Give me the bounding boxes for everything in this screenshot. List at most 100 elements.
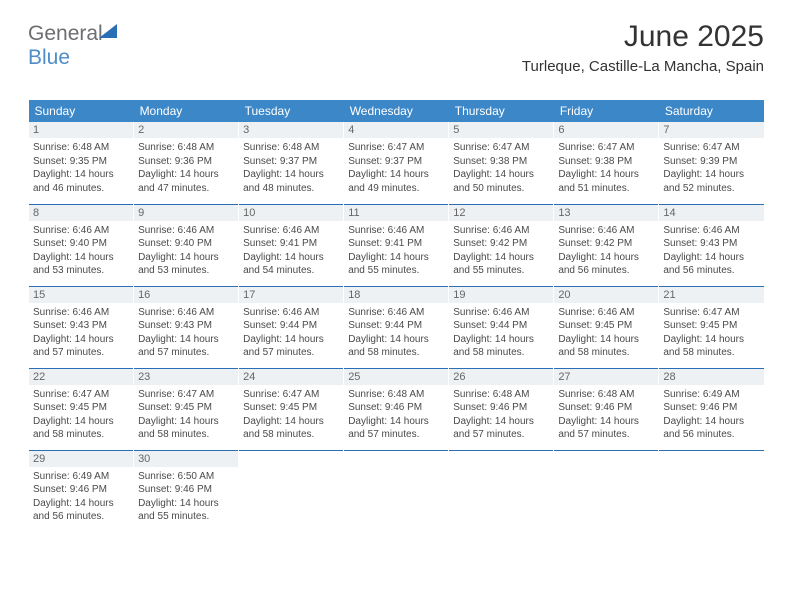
sunset-text: Sunset: 9:42 PM — [453, 237, 549, 251]
sunrise-text: Sunrise: 6:50 AM — [138, 470, 234, 484]
sunset-text: Sunset: 9:38 PM — [558, 155, 654, 169]
daylight-text: Daylight: 14 hours — [453, 168, 549, 182]
sunset-text: Sunset: 9:44 PM — [453, 319, 549, 333]
sunset-text: Sunset: 9:36 PM — [138, 155, 234, 169]
sunset-text: Sunset: 9:40 PM — [138, 237, 234, 251]
day-number: 23 — [134, 369, 238, 385]
weekday-header: Saturday — [659, 100, 764, 122]
sunset-text: Sunset: 9:44 PM — [243, 319, 339, 333]
daylight-text: Daylight: 14 hours — [243, 415, 339, 429]
daylight-text: Daylight: 14 hours — [138, 333, 234, 347]
daylight-text: Daylight: 14 hours — [243, 333, 339, 347]
brand-part1: General — [28, 22, 103, 45]
calendar-day-cell: 3Sunrise: 6:48 AMSunset: 9:37 PMDaylight… — [239, 122, 344, 204]
sunrise-text: Sunrise: 6:46 AM — [558, 224, 654, 238]
sunset-text: Sunset: 9:41 PM — [243, 237, 339, 251]
sunrise-text: Sunrise: 6:46 AM — [663, 224, 760, 238]
day-number: 29 — [29, 451, 133, 467]
sunset-text: Sunset: 9:43 PM — [138, 319, 234, 333]
calendar-day-cell: 17Sunrise: 6:46 AMSunset: 9:44 PMDayligh… — [239, 286, 344, 368]
day-number: 20 — [554, 287, 658, 303]
calendar-day-cell: 16 Sunrise: 6:46 AMSunset: 9:43 PMDayligh… — [134, 286, 239, 368]
day-number: 9 — [134, 205, 238, 221]
sunrise-text: Sunrise: 6:46 AM — [33, 224, 129, 238]
calendar-day-cell: 13Sunrise: 6:46 AMSunset: 9:42 PMDayligh… — [554, 204, 659, 286]
day-number: 10 — [239, 205, 343, 221]
daylight-text: Daylight: 14 hours — [663, 415, 760, 429]
daylight-text: and 55 minutes. — [348, 264, 444, 278]
calendar-day-cell: 19Sunrise: 6:46 AMSunset: 9:44 PMDayligh… — [449, 286, 554, 368]
sunset-text: Sunset: 9:46 PM — [348, 401, 444, 415]
calendar-day-cell: 23Sunrise: 6:47 AMSunset: 9:45 PMDayligh… — [134, 368, 239, 450]
day-number: 27 — [554, 369, 658, 385]
daylight-text: and 47 minutes. — [138, 182, 234, 196]
day-number: 22 — [29, 369, 133, 385]
sunset-text: Sunset: 9:46 PM — [558, 401, 654, 415]
sunset-text: Sunset: 9:45 PM — [558, 319, 654, 333]
sunset-text: Sunset: 9:43 PM — [33, 319, 129, 333]
weekday-header-row: Sunday Monday Tuesday Wednesday Thursday… — [29, 100, 765, 122]
sunrise-text: Sunrise: 6:46 AM — [348, 224, 444, 238]
daylight-text: Daylight: 14 hours — [453, 251, 549, 265]
calendar-day-cell: 29Sunrise: 6:49 AMSunset: 9:46 PMDayligh… — [29, 450, 134, 532]
sunrise-text: Sunrise: 6:46 AM — [348, 306, 444, 320]
month-title: June 2025 — [522, 20, 764, 54]
sunset-text: Sunset: 9:44 PM — [348, 319, 444, 333]
sunrise-text: Sunrise: 6:47 AM — [138, 388, 234, 402]
sunset-text: Sunset: 9:40 PM — [33, 237, 129, 251]
daylight-text: Daylight: 14 hours — [33, 497, 129, 511]
sunrise-text: Sunrise: 6:48 AM — [348, 388, 444, 402]
calendar-day-cell: 22Sunrise: 6:47 AMSunset: 9:45 PMDayligh… — [29, 368, 134, 450]
daylight-text: and 57 minutes. — [453, 428, 549, 442]
day-number: 1 — [29, 122, 133, 138]
daylight-text: and 50 minutes. — [453, 182, 549, 196]
day-number: 3 — [239, 122, 343, 138]
sunrise-text: Sunrise: 6:47 AM — [663, 306, 760, 320]
calendar-week-row: 8Sunrise: 6:46 AMSunset: 9:40 PMDaylight… — [29, 204, 765, 286]
daylight-text: and 58 minutes. — [558, 346, 654, 360]
calendar-day-cell: 20Sunrise: 6:46 AMSunset: 9:45 PMDayligh… — [554, 286, 659, 368]
calendar-day-cell: 27Sunrise: 6:48 AMSunset: 9:46 PMDayligh… — [554, 368, 659, 450]
daylight-text: and 52 minutes. — [663, 182, 760, 196]
sunset-text: Sunset: 9:39 PM — [663, 155, 760, 169]
weekday-header: Monday — [134, 100, 239, 122]
daylight-text: and 55 minutes. — [138, 510, 234, 524]
sunrise-text: Sunrise: 6:47 AM — [33, 388, 129, 402]
daylight-text: Daylight: 14 hours — [138, 497, 234, 511]
calendar-day-cell: 9Sunrise: 6:46 AMSunset: 9:40 PMDaylight… — [134, 204, 239, 286]
sunrise-text: Sunrise: 6:47 AM — [663, 141, 760, 155]
day-number: 18 — [344, 287, 448, 303]
calendar-day-cell: 4Sunrise: 6:47 AMSunset: 9:37 PMDaylight… — [344, 122, 449, 204]
calendar-day-cell: 11Sunrise: 6:46 AMSunset: 9:41 PMDayligh… — [344, 204, 449, 286]
sunrise-text: Sunrise: 6:46 AM — [138, 224, 234, 238]
daylight-text: and 56 minutes. — [558, 264, 654, 278]
daylight-text: and 57 minutes. — [558, 428, 654, 442]
day-number: 14 — [659, 205, 764, 221]
daylight-text: Daylight: 14 hours — [348, 333, 444, 347]
sunrise-text: Sunrise: 6:46 AM — [138, 306, 234, 320]
calendar-week-row: 1Sunrise: 6:48 AMSunset: 9:35 PMDaylight… — [29, 122, 765, 204]
daylight-text: Daylight: 14 hours — [558, 333, 654, 347]
daylight-text: Daylight: 14 hours — [558, 168, 654, 182]
calendar-day-cell: 30Sunrise: 6:50 AMSunset: 9:46 PMDayligh… — [134, 450, 239, 532]
sunrise-text: Sunrise: 6:47 AM — [243, 388, 339, 402]
daylight-text: and 56 minutes. — [663, 428, 760, 442]
daylight-text: and 56 minutes. — [33, 510, 129, 524]
daylight-text: and 51 minutes. — [558, 182, 654, 196]
sunset-text: Sunset: 9:42 PM — [558, 237, 654, 251]
sunrise-text: Sunrise: 6:47 AM — [348, 141, 444, 155]
brand-triangle-icon — [99, 24, 117, 38]
day-number: 2 — [134, 122, 238, 138]
sunrise-text: Sunrise: 6:48 AM — [243, 141, 339, 155]
calendar-day-cell: 25Sunrise: 6:48 AMSunset: 9:46 PMDayligh… — [344, 368, 449, 450]
day-number: 24 — [239, 369, 343, 385]
sunset-text: Sunset: 9:45 PM — [663, 319, 760, 333]
brand-logo: General Blue — [28, 22, 117, 70]
daylight-text: Daylight: 14 hours — [138, 168, 234, 182]
daylight-text: and 54 minutes. — [243, 264, 339, 278]
sunrise-text: Sunrise: 6:46 AM — [453, 224, 549, 238]
calendar-day-cell: 18 Sunrise: 6:46 AMSunset: 9:44 PMDayligh… — [344, 286, 449, 368]
day-number: 16 — [134, 287, 238, 303]
daylight-text: and 48 minutes. — [243, 182, 339, 196]
day-number: 26 — [449, 369, 553, 385]
